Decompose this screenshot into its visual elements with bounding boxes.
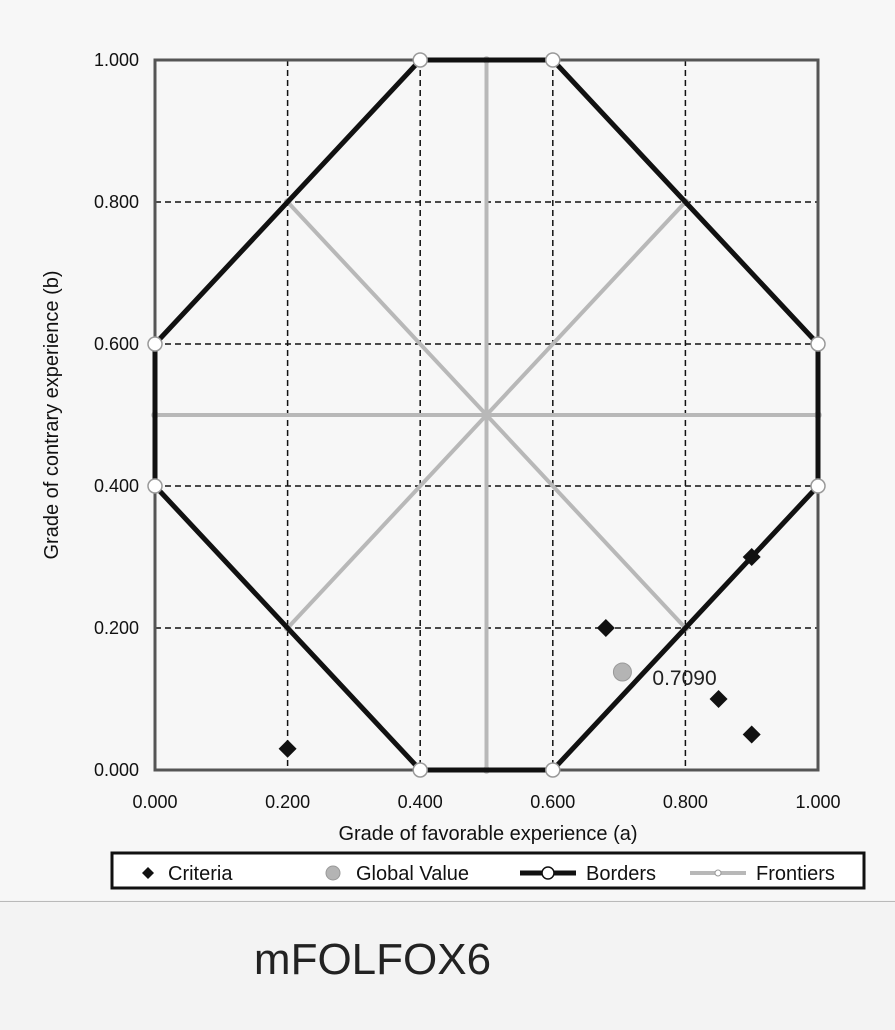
legend-frontiers-icon xyxy=(714,869,722,877)
criteria-point xyxy=(742,725,761,744)
legend-criteria-icon xyxy=(142,867,154,879)
border-point xyxy=(810,336,826,352)
y-axis-label: Grade of contrary experience (b) xyxy=(41,270,63,559)
y-tick-label: 0.800 xyxy=(94,192,139,212)
x-tick-label: 0.400 xyxy=(398,792,443,812)
markers-layer: 0.7090 xyxy=(278,548,761,758)
criteria-point xyxy=(742,548,761,566)
x-tick-label: 0.600 xyxy=(530,792,575,812)
chart-panel: 0.7090 0.000 0.200 0.400 0.600 0.800 1.000 0.0… xyxy=(41,50,866,890)
border-point xyxy=(545,52,561,68)
global-value-point xyxy=(612,662,632,682)
border-point xyxy=(412,52,428,68)
divider-line xyxy=(0,901,895,902)
criteria-point xyxy=(596,619,615,637)
octagon-chart: 0.7090 0.000 0.200 0.400 0.600 0.800 1.0000.0… xyxy=(41,50,866,890)
border-point xyxy=(147,478,163,494)
x-tick-label: 0.800 xyxy=(663,792,708,812)
legend-label: Borders xyxy=(586,863,656,885)
legend: Criteria Global Value Borders Frontiers xyxy=(110,851,866,890)
legend-global-value-icon xyxy=(325,865,341,881)
frontier-line xyxy=(286,200,687,630)
criteria-point xyxy=(709,690,728,708)
x-tick-label: 1.000 xyxy=(795,792,840,812)
x-axis-label: Grade of favorable experience (a) xyxy=(338,823,637,845)
criteria-point xyxy=(278,739,297,758)
figure-caption: mFOLFOX6 xyxy=(253,935,492,984)
legend-label: Criteria xyxy=(168,863,233,885)
y-tick-label: 0.600 xyxy=(94,334,139,354)
frontiers-layer xyxy=(151,56,822,774)
y-tick-label: 0.000 xyxy=(94,760,139,780)
x-tick-label: 0.200 xyxy=(265,792,310,812)
border-point xyxy=(412,762,428,778)
global-value-label: 0.7090 xyxy=(652,667,716,690)
tick-labels: 0.000 0.200 0.400 0.600 0.800 1.000 0.000 0.200… xyxy=(94,50,841,812)
x-tick-label: 0.000 xyxy=(132,792,177,812)
borders-layer xyxy=(147,52,826,778)
border-point xyxy=(545,762,561,778)
y-tick-label: 0.400 xyxy=(94,476,139,496)
y-tick-label: 0.200 xyxy=(94,618,139,638)
border-point xyxy=(810,478,826,494)
legend-label: Frontiers xyxy=(756,863,835,885)
legend-label: Global Value xyxy=(356,863,469,885)
border-point xyxy=(147,336,163,352)
legend-borders-icon xyxy=(541,866,555,880)
y-tick-label: 1.000 xyxy=(94,50,139,70)
legend-box xyxy=(110,851,866,890)
